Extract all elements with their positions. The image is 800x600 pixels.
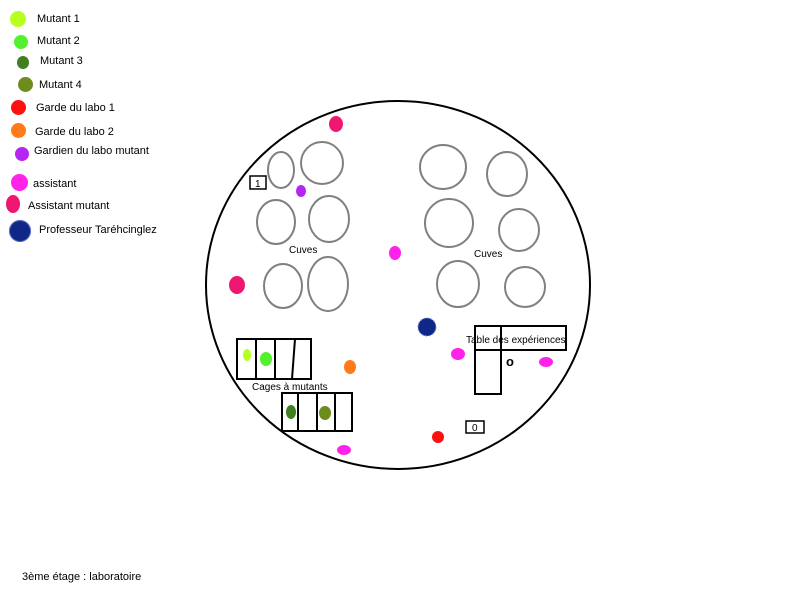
gardien-mutant-marker-icon (296, 185, 306, 197)
right-tanks (419, 144, 546, 308)
legend-label: Professeur Taréhcinglez (39, 224, 157, 236)
legend-label: Mutant 4 (39, 79, 82, 91)
tank (486, 151, 528, 197)
mutant-1-marker-icon (10, 11, 26, 27)
tank (424, 198, 474, 248)
legend-label: Mutant 1 (37, 13, 80, 25)
tank (504, 266, 546, 308)
legend-label: Assistant mutant (28, 200, 110, 212)
left-tanks (256, 141, 350, 312)
mutant-2-marker-icon (260, 352, 272, 366)
right-tanks-label: Cuves (474, 249, 502, 260)
mutant-cages-upper (236, 338, 312, 380)
assistant-marker-icon (451, 348, 465, 360)
legend-label: Mutant 2 (37, 35, 80, 47)
tank (263, 263, 303, 309)
professeur-marker-icon (9, 220, 31, 242)
assistant-marker-icon (337, 445, 351, 455)
tank (436, 260, 480, 308)
professeur-marker-icon (417, 317, 437, 337)
lab-room-outline (205, 100, 591, 470)
assistant-mutant-marker-icon (329, 116, 343, 132)
tank (267, 151, 295, 189)
legend-label: Mutant 3 (40, 55, 83, 67)
tank (308, 195, 350, 243)
floor-label: 3ème étage : laboratoire (22, 571, 142, 583)
cages-label: Cages à mutants (252, 382, 328, 393)
mutant-cages-lower (281, 392, 353, 432)
mutant-3-marker-icon (17, 56, 29, 69)
assistant-marker-icon (539, 357, 553, 367)
legend-label: Gardien du labo mutant (34, 145, 149, 157)
tank (256, 199, 296, 245)
table-label: Table des expériences (466, 335, 566, 346)
garde-1-marker-icon (11, 100, 26, 115)
garde-1-marker-icon (432, 431, 444, 443)
door-bottom-label: 0 (472, 423, 478, 434)
legend-label: Garde du labo 1 (36, 102, 115, 114)
garde-2-marker-icon (11, 123, 26, 138)
mutant-1-marker-icon (243, 349, 251, 361)
gardien-mutant-marker-icon (15, 147, 29, 161)
experiment-table (474, 325, 567, 395)
assistant-marker-icon (11, 174, 28, 191)
tank (498, 208, 540, 252)
mutant-3-marker-icon (286, 405, 296, 419)
table-leg (474, 325, 502, 395)
tank (300, 141, 344, 185)
cage-divider (291, 338, 296, 380)
left-tanks-label: Cuves (289, 245, 317, 256)
assistant-mutant-marker-icon (6, 195, 20, 213)
plan-markers (229, 116, 553, 455)
door-bottom (465, 420, 485, 434)
assistant-mutant-marker-icon (229, 276, 245, 294)
tank (307, 256, 349, 312)
table-mark: o (506, 354, 514, 369)
mutant-2-marker-icon (14, 35, 28, 49)
mutant-4-marker-icon (18, 77, 33, 92)
legend-label: Garde du labo 2 (35, 126, 114, 138)
garde-2-marker-icon (344, 360, 356, 374)
assistant-marker-icon (389, 246, 401, 260)
door-left-label: 1 (255, 179, 261, 190)
door-left (249, 175, 267, 190)
mutant-4-marker-icon (319, 406, 331, 420)
tank (419, 144, 467, 190)
legend-label: assistant (33, 178, 77, 190)
